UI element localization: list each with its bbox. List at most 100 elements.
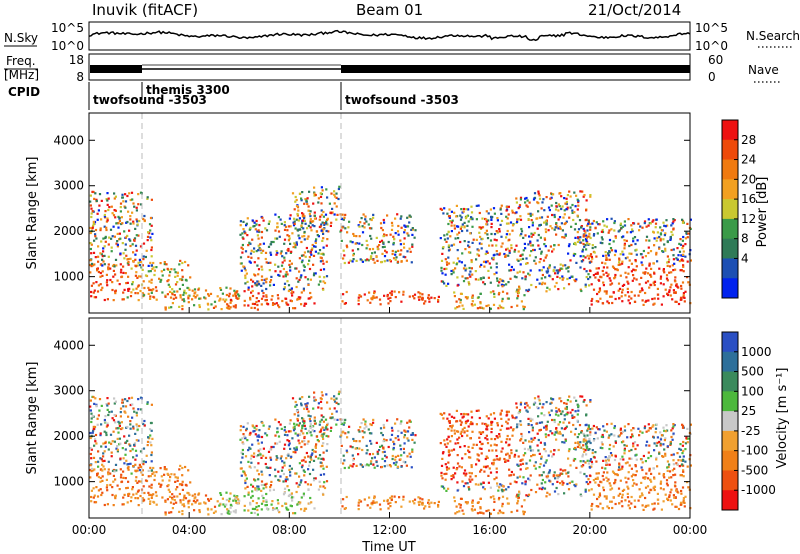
velocity-cell: [113, 397, 116, 400]
velocity-cell: [101, 460, 104, 463]
velocity-cell: [244, 479, 247, 482]
velocity-cell: [647, 504, 650, 507]
velocity-cell: [546, 475, 550, 478]
velocity-cell: [551, 432, 554, 435]
velocity-cell: [518, 490, 521, 493]
power-cell: [596, 232, 599, 235]
power-cell: [635, 248, 638, 251]
power-cell: [272, 302, 275, 305]
velocity-cell: [267, 427, 270, 430]
velocity-cell: [265, 486, 268, 489]
power-cell: [234, 306, 237, 309]
power-cell: [495, 271, 498, 274]
power-cell: [92, 220, 95, 223]
velocity-cell: [565, 407, 568, 411]
power-cell: [187, 264, 190, 267]
power-cell: [645, 299, 648, 302]
velocity-cell: [307, 488, 310, 491]
velocity-cell: [321, 444, 324, 447]
power-cell: [299, 296, 302, 299]
power-cell: [329, 224, 332, 227]
velocity-cell: [301, 396, 304, 399]
velocity-cell: [244, 474, 247, 477]
power-cell: [565, 200, 568, 204]
power-cell: [165, 263, 168, 266]
power-cell: [624, 294, 627, 297]
velocity-cell: [402, 495, 405, 498]
power-cell: [283, 242, 286, 245]
velocity-cell: [603, 495, 606, 498]
power-cell: [151, 267, 154, 270]
velocity-cell: [672, 425, 675, 428]
velocity-cell: [583, 450, 586, 453]
velocity-cell: [345, 449, 348, 452]
velocity-cell: [152, 493, 155, 496]
power-cell: [244, 269, 247, 272]
velocity-cell: [107, 473, 110, 476]
power-cell: [661, 250, 664, 253]
power-scatter-cells: [89, 185, 692, 311]
power-cell: [242, 237, 245, 240]
velocity-cell: [568, 421, 571, 424]
power-cell: [154, 286, 158, 289]
power-cell: [450, 269, 453, 273]
power-cell: [137, 234, 140, 237]
velocity-cell: [589, 433, 592, 436]
velocity-cell: [635, 483, 638, 486]
power-cell: [467, 208, 470, 211]
velocity-cell: [627, 477, 630, 480]
power-cell: [489, 291, 492, 294]
power-cell: [657, 297, 660, 300]
velocity-cell: [594, 477, 597, 480]
power-cell: [653, 244, 656, 247]
power-cell: [128, 287, 131, 290]
velocity-cell: [610, 433, 613, 436]
power-cell: [682, 265, 685, 268]
velocity-cell: [471, 501, 474, 504]
power-cell: [112, 269, 115, 272]
velocity-cell: [547, 454, 550, 457]
power-cell: [491, 244, 494, 247]
power-cell: [403, 229, 406, 232]
power-cell: [236, 297, 239, 300]
velocity-cell: [367, 428, 370, 431]
power-cell: [314, 250, 317, 253]
power-cell: [386, 259, 389, 262]
power-cell: [383, 260, 386, 263]
velocity-cell: [406, 455, 409, 458]
power-cell: [119, 263, 122, 266]
power-cell: [558, 205, 561, 208]
power-cell: [149, 229, 152, 232]
power-cell: [92, 223, 95, 226]
velocity-cell: [544, 425, 547, 428]
velocity-cell: [167, 484, 170, 487]
power-cell: [448, 215, 451, 218]
velocity-cell: [257, 497, 260, 500]
power-cell: [563, 236, 566, 239]
velocity-cell: [93, 501, 96, 504]
power-cell: [161, 291, 164, 294]
power-cell: [625, 239, 628, 242]
power-cell: [382, 242, 385, 245]
power-cell: [543, 243, 546, 246]
velocity-cell: [349, 445, 352, 448]
power-cell: [93, 239, 96, 242]
velocity-cell: [271, 500, 274, 503]
power-cell: [670, 248, 673, 252]
power-cell: [471, 217, 474, 220]
velocity-cell: [453, 429, 456, 432]
velocity-cell: [126, 486, 129, 489]
power-cell: [298, 192, 302, 195]
power-cell: [508, 233, 511, 236]
velocity-cell: [247, 493, 250, 496]
power-cell: [561, 278, 564, 281]
velocity-cell: [612, 496, 615, 499]
velocity-cell: [604, 456, 607, 459]
power-cell: [666, 279, 669, 282]
velocity-cell: [181, 510, 184, 513]
power-cell: [460, 216, 463, 219]
velocity-cell: [447, 467, 451, 470]
power-cell: [283, 224, 286, 227]
power-cell: [576, 208, 579, 211]
velocity-cell: [527, 477, 530, 480]
